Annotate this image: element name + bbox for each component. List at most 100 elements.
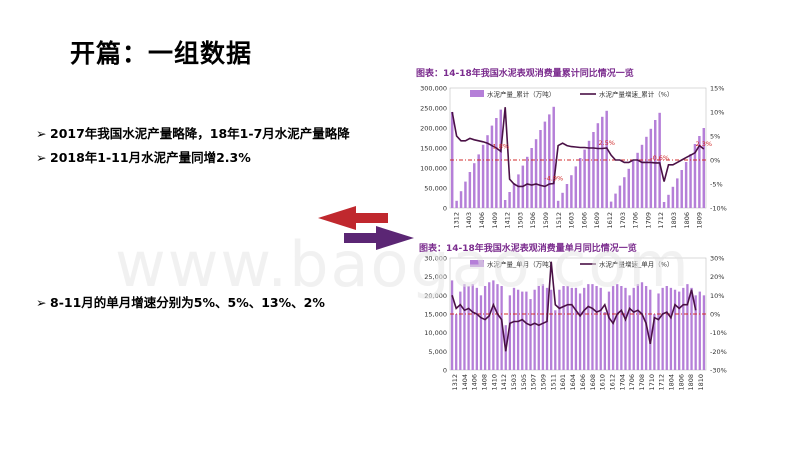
bullet-marker-icon: ➢ (36, 126, 47, 141)
data-label: 1.8% (493, 142, 510, 150)
x-tick-label: 1312 (452, 212, 460, 229)
bar (649, 128, 653, 208)
bar (587, 284, 590, 370)
bar (583, 149, 586, 208)
x-tick-label: 1703 (619, 212, 627, 229)
x-tick-label: 1604 (569, 374, 577, 391)
x-tick-label: 1803 (670, 212, 678, 229)
x-tick-label: 1612 (608, 374, 616, 391)
y-right-tick-label: 30% (710, 255, 724, 263)
bar (628, 295, 631, 370)
x-tick-label: 1511 (549, 374, 557, 391)
bar (636, 284, 640, 370)
x-tick-label: 1806 (683, 212, 691, 229)
x-tick-label: 1603 (568, 212, 576, 229)
bar (583, 287, 586, 370)
x-tick-label: 1804 (668, 374, 676, 391)
y-left-tick-label: 250,000 (420, 105, 447, 113)
x-tick-label: 1406 (478, 212, 486, 229)
bar (596, 123, 600, 208)
bullet-marker-icon: ➢ (36, 295, 47, 310)
y-left-tick-label: 0 (443, 367, 447, 375)
x-tick-label: 1612 (606, 212, 614, 229)
data-label: -0.6% (650, 154, 669, 162)
bar (565, 184, 569, 208)
bar (616, 284, 619, 370)
bar (689, 154, 692, 208)
data-label: -4.9% (544, 175, 563, 183)
bar (624, 287, 627, 370)
swap-arrows-icon (318, 206, 414, 250)
x-tick-label: 1503 (516, 212, 524, 229)
x-tick-label: 1706 (632, 212, 640, 229)
y-right-tick-label: 0% (710, 157, 720, 165)
y-left-tick-label: 30,000 (424, 255, 447, 263)
bar (561, 192, 564, 208)
bar (539, 130, 542, 208)
bar (591, 284, 594, 370)
bar (574, 166, 578, 208)
bar (595, 286, 598, 370)
y-left-tick-label: 150,000 (420, 145, 447, 153)
bar (662, 202, 666, 208)
bar (631, 160, 635, 208)
bar (684, 162, 688, 208)
bar (526, 156, 529, 208)
bar (464, 181, 467, 208)
bar (605, 110, 608, 208)
bar (570, 175, 573, 208)
bar (702, 295, 706, 370)
bar (669, 287, 673, 370)
bar (607, 291, 611, 370)
bar (558, 289, 561, 370)
y-left-tick-label: 200,000 (420, 125, 447, 133)
legend-label: 水泥产量_累计（万吨） (487, 90, 555, 99)
bar (661, 287, 664, 370)
bullet-item: ➢ 2017年我国水泥产量略降，18年1-7月水泥产量略降 (36, 123, 350, 142)
bar (611, 286, 615, 370)
bar (694, 295, 697, 370)
chart-title: 图表：14-18年我国水泥表观消费量累计同比情况一览 (416, 69, 634, 79)
bar (693, 144, 697, 208)
bullet-marker-icon: ➢ (36, 150, 47, 165)
x-tick-label: 1608 (589, 374, 597, 391)
y-left-tick-label: 25,000 (424, 273, 447, 281)
monthly-chart: 0 5,000 10,000 15,000 20,000 25,000 30,000 -30%… (424, 255, 727, 391)
legend-swatch-bar (470, 260, 484, 267)
y-left-tick-label: 10,000 (424, 329, 447, 337)
bar (665, 286, 668, 370)
bar (552, 106, 555, 208)
x-tick-label: 1610 (599, 374, 607, 391)
y-left-tick-label: 100,000 (420, 165, 447, 173)
y-left-tick-label: 15,000 (424, 311, 447, 319)
x-tick-label: 1709 (644, 212, 652, 229)
bullet-item: ➢ 2018年1-11月水泥产量同增2.3% (36, 147, 251, 166)
bar (481, 144, 485, 208)
bar (463, 284, 466, 370)
bar (455, 200, 458, 208)
bar (682, 287, 685, 370)
x-tick-label: 1710 (648, 374, 656, 391)
bar (599, 287, 602, 370)
bar (455, 314, 458, 370)
x-tick-label: 1606 (579, 374, 587, 391)
x-tick-label: 1409 (491, 212, 499, 229)
bar (623, 177, 626, 208)
bar (645, 136, 648, 208)
bar (543, 121, 547, 208)
bar (512, 287, 516, 370)
x-tick-label: 1503 (510, 374, 518, 391)
x-tick-label: 1406 (471, 374, 479, 391)
bar (534, 139, 538, 208)
x-tick-label: 1809 (696, 212, 704, 229)
x-tick-label: 1712 (657, 212, 665, 229)
bar (499, 109, 502, 208)
bar (676, 178, 679, 208)
legend-label: 水泥产量增速_累计（%） (599, 90, 673, 99)
bar (486, 135, 489, 208)
x-tick-label: 1509 (540, 374, 548, 391)
page-title: 开篇：一组数据 (70, 39, 253, 68)
y-left-tick-label: 20,000 (424, 292, 447, 300)
bar (537, 286, 540, 370)
bar (554, 310, 557, 370)
